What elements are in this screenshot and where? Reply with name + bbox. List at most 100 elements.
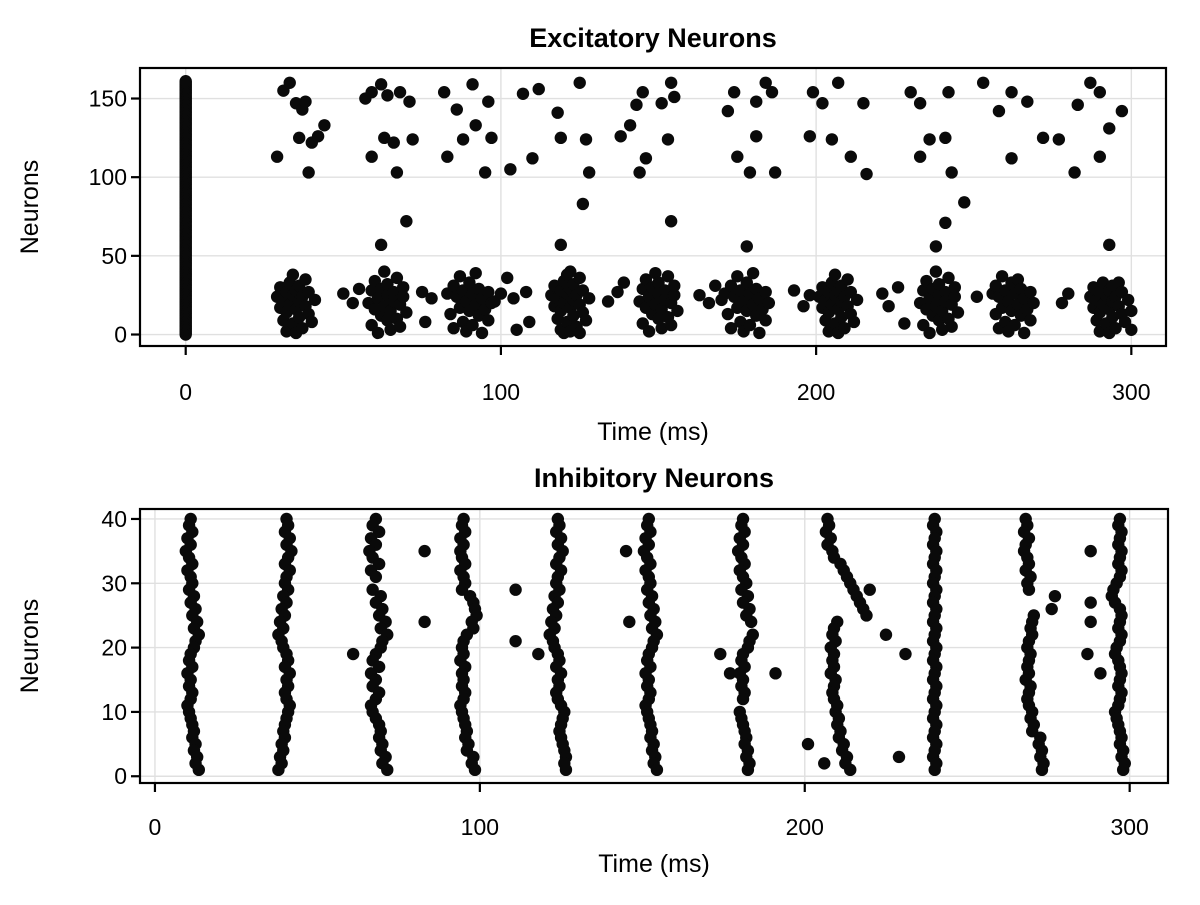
spike-dots	[179, 75, 1138, 341]
spike-dot	[378, 265, 391, 278]
spike-dot	[374, 238, 388, 252]
spike-dot	[721, 307, 735, 321]
spike-dot	[272, 763, 285, 777]
spike-dot	[945, 320, 958, 333]
spike-dot	[573, 76, 586, 89]
spike-dot	[482, 285, 495, 299]
spike-dot	[825, 133, 839, 146]
spike-dot	[857, 97, 870, 110]
spike-dot	[1093, 86, 1107, 99]
spike-dot	[1084, 596, 1097, 609]
spike-dot	[999, 315, 1012, 329]
spike-dot	[923, 326, 936, 340]
spike-dot	[721, 104, 735, 118]
spike-dot	[803, 130, 817, 143]
spike-dot	[649, 266, 662, 280]
y-tick-label: 50	[101, 243, 127, 269]
spike-dot	[318, 119, 331, 132]
spike-dot	[847, 315, 861, 329]
spike-dot	[463, 276, 476, 289]
plot-border	[138, 507, 1170, 785]
spike-dot	[1021, 95, 1034, 108]
spike-dot	[844, 150, 857, 163]
spike-dot	[709, 279, 722, 292]
spike-dot	[892, 750, 906, 764]
spike-dot	[740, 276, 753, 289]
spike-dot	[526, 152, 539, 165]
spike-dot	[989, 279, 1002, 292]
spike-dot	[369, 570, 383, 584]
chart-title: Excitatory Neurons	[529, 23, 777, 53]
tick-labels: 0 100 200 300 0 10 20 30 40	[101, 506, 1148, 840]
spike-dot	[759, 314, 772, 327]
spike-dot	[1103, 122, 1116, 135]
spike-dot	[727, 86, 741, 99]
spike-dot	[1084, 544, 1097, 558]
x-tick-label: 300	[1110, 814, 1148, 840]
spike-dot	[425, 292, 438, 305]
spike-dot	[371, 326, 385, 340]
spike-dot	[951, 306, 965, 319]
spike-dot	[516, 87, 530, 101]
spike-dot	[559, 763, 573, 777]
spike-dot	[668, 90, 681, 104]
spike-dot	[475, 326, 489, 340]
spike-dot	[750, 95, 763, 108]
spike-dot	[759, 285, 772, 299]
axis-ticks	[131, 97, 1133, 355]
spike-dot	[1115, 104, 1129, 118]
spike-dot	[1052, 133, 1066, 146]
spike-dot	[400, 306, 413, 319]
spike-dot	[437, 86, 451, 99]
spike-dot	[630, 98, 643, 112]
spike-dot	[661, 133, 675, 146]
spike-dot	[390, 166, 404, 179]
spike-dot	[601, 295, 615, 308]
y-tick-label: 0	[114, 322, 127, 348]
spike-dot	[507, 292, 520, 305]
spike-dot	[447, 279, 460, 292]
spike-dot	[478, 166, 492, 179]
spike-dot	[456, 315, 470, 329]
y-axis-label: Neurons	[16, 160, 44, 255]
spike-dot	[831, 76, 845, 89]
spike-dot	[567, 309, 580, 322]
x-tick-label: 200	[797, 379, 835, 405]
spike-dot	[579, 133, 593, 146]
spike-dot	[482, 314, 495, 327]
y-tick-label: 20	[101, 635, 127, 661]
y-tick-label: 30	[101, 570, 127, 596]
spike-dot	[614, 130, 627, 143]
spike-dot	[554, 131, 568, 145]
spike-dot	[532, 82, 545, 96]
x-tick-label: 100	[482, 379, 520, 405]
spike-dot	[639, 152, 653, 165]
spike-dot	[564, 265, 577, 278]
spike-dot	[387, 285, 400, 299]
spike-dot	[731, 270, 744, 283]
spike-dot	[948, 290, 962, 303]
spike-dot	[664, 215, 678, 228]
spike-dot	[633, 166, 646, 179]
excitatory-chart: 0 100 200 300 0 50 100 150 Excitatory Neurons T…	[0, 0, 1200, 450]
spike-dot	[611, 285, 624, 299]
spike-dot	[1112, 276, 1125, 289]
spike-dot	[693, 288, 706, 302]
y-tick-label: 0	[114, 763, 127, 789]
spike-dot	[913, 97, 927, 110]
spike-dot	[1055, 296, 1069, 310]
spike-dot	[928, 763, 941, 777]
spike-dot	[923, 133, 936, 146]
spike-dot	[816, 97, 829, 110]
spike-dot	[929, 265, 943, 278]
spike-dot	[1017, 326, 1031, 340]
spike-dot	[523, 315, 536, 329]
spike-dot	[841, 273, 854, 286]
spike-dot	[803, 288, 817, 302]
spike-dot	[746, 266, 760, 280]
spike-dot	[466, 318, 479, 332]
spike-dot	[576, 197, 590, 211]
spike-dot	[768, 166, 782, 179]
x-tick-label: 0	[179, 379, 192, 405]
